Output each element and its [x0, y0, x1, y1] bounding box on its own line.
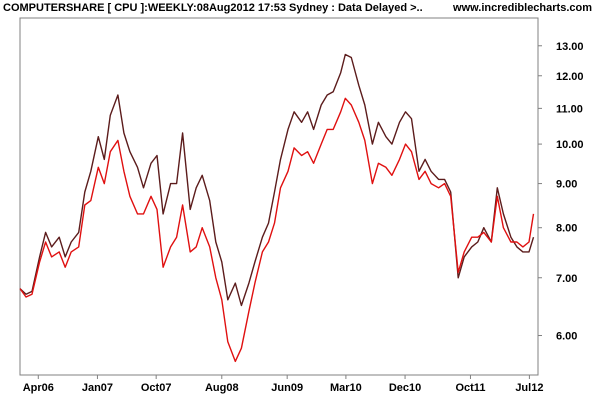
x-tick-label: Jul12: [515, 382, 543, 394]
x-axis: Apr06 Jan07 Oct07 Aug08 Jun09 Mar10 Dec10 Oct11…: [23, 375, 543, 394]
y-axis: 6.00 7.00 8.00 9.00 10.00 11.00 12.00 13.00: [538, 41, 584, 343]
y-tick-label: 11.00: [556, 103, 583, 115]
y-tick-label: 6.00: [556, 331, 577, 343]
x-tick-label: Mar10: [330, 382, 362, 394]
y-tick-label: 12.00: [556, 71, 584, 83]
series-line-1: [19, 53, 535, 307]
x-tick-label: Aug08: [205, 382, 239, 394]
x-tick-label: Oct11: [455, 382, 485, 394]
x-tick-label: Jan07: [82, 382, 113, 394]
y-tick-label: 7.00: [556, 273, 577, 285]
plot-frame: [19, 17, 539, 376]
chart-title: COMPUTERSHARE [ CPU ]:WEEKLY:08Aug2012 1…: [3, 2, 423, 14]
y-tick-label: 10.00: [556, 139, 584, 151]
y-tick-label: 13.00: [556, 41, 584, 53]
site-url: www.incrediblecharts.com: [453, 2, 592, 14]
x-tick-label: Apr06: [23, 382, 54, 394]
y-tick-label: 8.00: [556, 223, 577, 235]
x-tick-label: Dec10: [389, 382, 421, 394]
series-layer: [19, 53, 535, 363]
y-tick-label: 9.00: [556, 179, 577, 191]
series-line-2: [19, 97, 535, 363]
x-tick-label: Oct07: [141, 382, 172, 394]
x-tick-label: Jun09: [271, 382, 303, 394]
chart-header: COMPUTERSHARE [ CPU ]:WEEKLY:08Aug2012 1…: [0, 0, 600, 18]
